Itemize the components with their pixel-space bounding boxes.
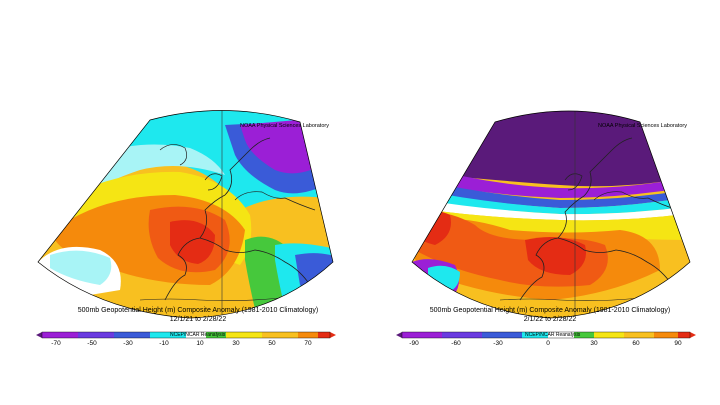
- right-map-panel: NOAA Physical Sciences Laboratory 500mb …: [360, 0, 720, 405]
- left-colorbar: [36, 331, 336, 339]
- right-credit-label: NOAA Physical Sciences Laboratory: [598, 123, 687, 129]
- right-tick: 60: [632, 340, 640, 347]
- right-tick: -30: [493, 340, 503, 347]
- left-colorbar-source: NCEP/NCAR Reanalysis: [170, 332, 226, 338]
- left-anomaly-map: [36, 110, 336, 339]
- left-anomaly-field: [38, 110, 333, 318]
- right-anomaly-map: [396, 110, 696, 339]
- right-tick: 30: [590, 340, 598, 347]
- right-title: 500mb Geopotential Height (m) Composite …: [429, 307, 671, 314]
- left-credit-label: NOAA Physical Sciences Laboratory: [240, 123, 329, 129]
- left-tick: -70: [51, 340, 61, 347]
- left-tick: 10: [196, 340, 204, 347]
- left-tick: -50: [87, 340, 97, 347]
- left-tick: -30: [123, 340, 133, 347]
- right-colorbar-source: NCEP/NCAR Reanalysis: [525, 332, 581, 338]
- right-tick: -90: [409, 340, 419, 347]
- right-colorbar: [396, 331, 696, 339]
- right-tick: -60: [451, 340, 461, 347]
- right-anomaly-field: [412, 111, 690, 318]
- right-caption: 500mb Geopotential Height (m) Composite …: [370, 306, 720, 324]
- left-tick: 30: [232, 340, 240, 347]
- left-map-panel: NOAA Physical Sciences Laboratory 500mb …: [36, 110, 336, 347]
- left-date-range: 12/1/21 to 2/28/22: [169, 316, 227, 323]
- left-tick: 70: [304, 340, 312, 347]
- left-tick: 50: [268, 340, 276, 347]
- right-tick: 0: [546, 340, 550, 347]
- right-tick: 90: [674, 340, 682, 347]
- left-caption: 500mb Geopotential Height (m) Composite …: [18, 306, 378, 324]
- left-tick: -10: [159, 340, 169, 347]
- left-title: 500mb Geopotential Height (m) Composite …: [77, 307, 319, 314]
- right-date-range: 2/1/22 to 2/28/22: [523, 316, 577, 323]
